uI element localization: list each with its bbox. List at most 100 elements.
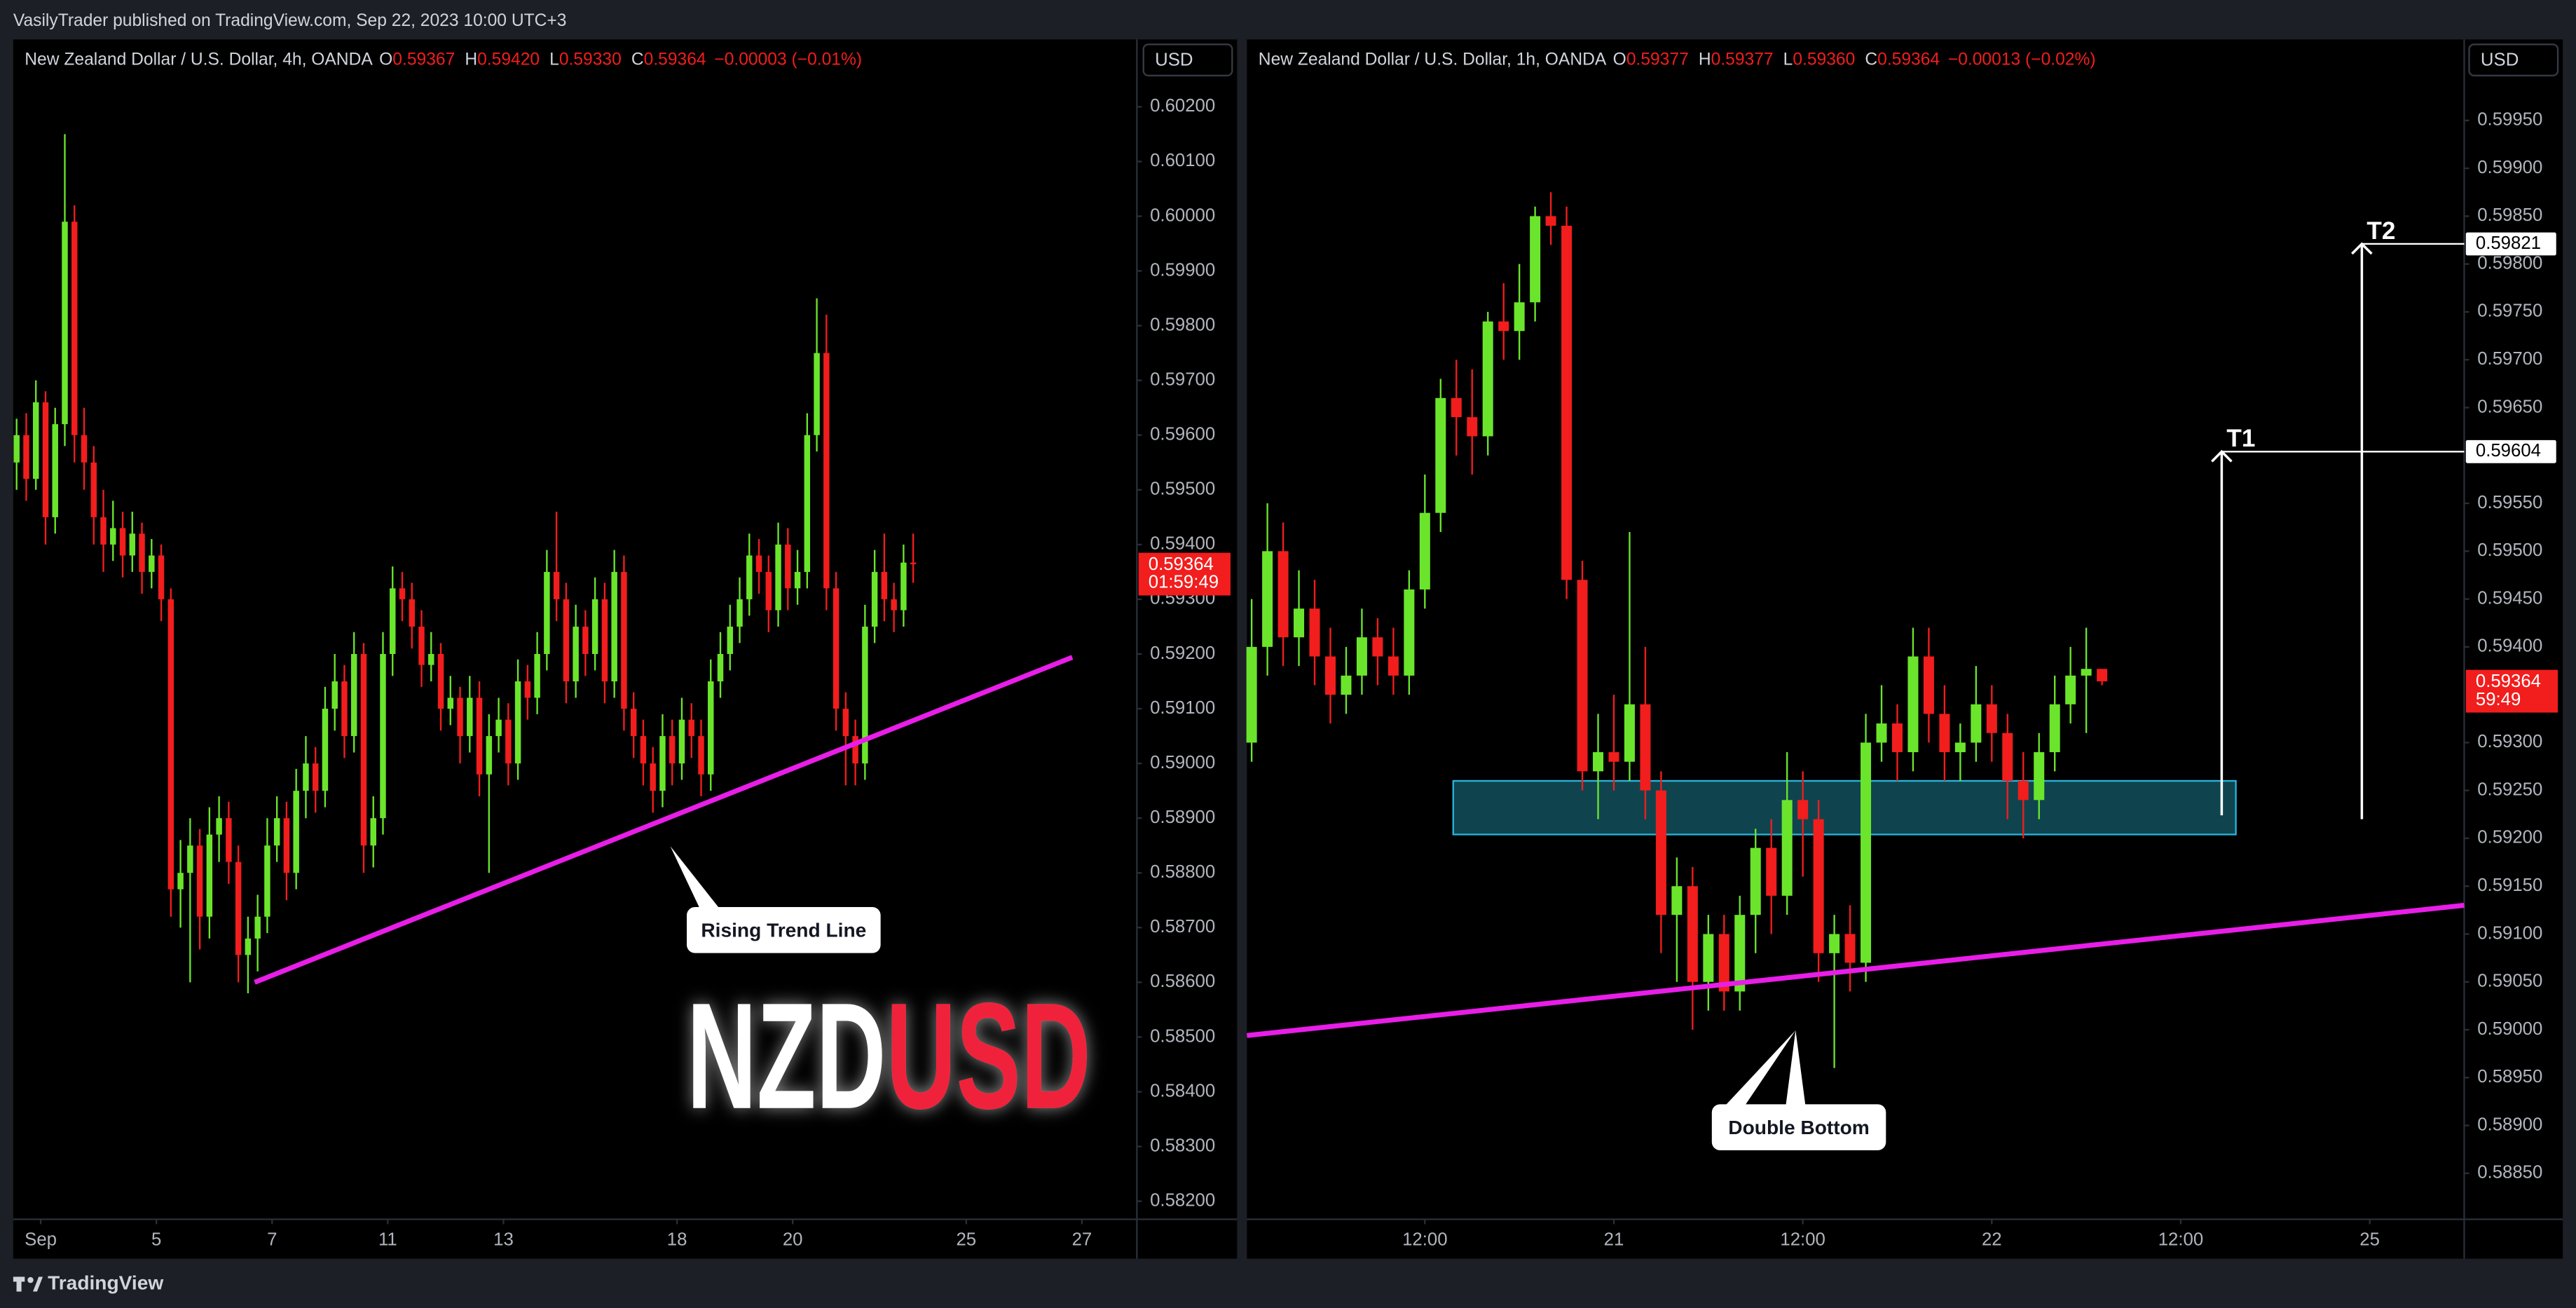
- candle-body: [23, 435, 29, 479]
- callout-pointer-fix: [1786, 1030, 1806, 1106]
- candle-body: [418, 626, 425, 665]
- candle-body: [129, 533, 136, 556]
- footer-brand: TradingView: [48, 1272, 163, 1293]
- currency-button: [1142, 43, 1233, 77]
- watermark-part: NZD: [687, 972, 886, 1140]
- candle-body: [852, 736, 858, 764]
- candle-body: [1766, 847, 1777, 896]
- candle-body: [293, 791, 299, 873]
- candle-body: [1467, 417, 1478, 437]
- candle-body: [1797, 800, 1809, 819]
- candle-body: [1561, 226, 1573, 580]
- candle-body: [467, 697, 473, 737]
- candle-body: [601, 599, 608, 682]
- candle-body: [1907, 656, 1919, 753]
- y-tick-label: 0.59800: [2477, 253, 2542, 273]
- candle-body: [650, 763, 656, 791]
- candle-body: [158, 555, 165, 599]
- candle-body: [1861, 742, 1872, 963]
- candle-body: [1671, 886, 1683, 915]
- candle-body: [1435, 397, 1446, 513]
- candle-body: [727, 626, 733, 654]
- candle-body: [264, 845, 270, 917]
- y-tick-label: 0.59400: [2477, 636, 2542, 656]
- candle-body: [794, 571, 801, 589]
- x-tick-label: 25: [2359, 1230, 2380, 1250]
- candle-body: [1750, 847, 1761, 915]
- x-tick-label: 12:00: [2158, 1230, 2203, 1250]
- candle-body: [621, 571, 627, 709]
- logo-part: [27, 1276, 34, 1283]
- y-tick-label: 0.59450: [2477, 588, 2542, 608]
- support-zone: [1452, 779, 2237, 836]
- candle-body: [100, 517, 107, 545]
- y-tick-label: 0.59850: [2477, 205, 2542, 225]
- candle-body: [216, 818, 222, 835]
- x-tick-label: 21: [1604, 1230, 1624, 1250]
- logo-part: [33, 1276, 43, 1292]
- candle-body: [447, 697, 454, 709]
- candle-body: [1294, 608, 1305, 638]
- candle-body: [814, 353, 820, 435]
- candle-body: [659, 736, 666, 791]
- candle-body: [437, 653, 444, 709]
- candle-body: [226, 818, 232, 862]
- legend-key: L: [1783, 50, 1793, 69]
- x-tick-label: 13: [493, 1230, 514, 1250]
- callout-box: [1711, 1104, 1886, 1150]
- candle-body: [1703, 934, 1714, 982]
- y-tick-label: 0.59600: [1150, 425, 1215, 444]
- legend-symbol: New Zealand Dollar / U.S. Dollar, 4h, OA…: [25, 50, 373, 69]
- candle-body: [871, 571, 878, 627]
- candle-body: [785, 544, 791, 589]
- chart-legend: New Zealand Dollar / U.S. Dollar, 1h, OA…: [1259, 50, 2096, 69]
- candle-body: [1781, 800, 1793, 896]
- candle-body: [1388, 656, 1399, 676]
- y-tick-label: 0.59300: [2477, 732, 2542, 751]
- candle-body: [1419, 512, 1430, 590]
- candle-body: [1876, 723, 1887, 743]
- y-tick-label: 0.58600: [1150, 972, 1215, 991]
- y-tick-label: 0.59950: [2477, 110, 2542, 130]
- candle-body: [52, 424, 58, 517]
- x-tick-label: 20: [783, 1230, 803, 1250]
- candle-body: [1971, 704, 1982, 743]
- candle-body: [640, 736, 647, 764]
- candle-body: [196, 845, 203, 917]
- candle-body: [370, 818, 376, 846]
- candle-body: [1545, 216, 1556, 226]
- candle-body: [891, 599, 897, 611]
- candle-body: [486, 736, 493, 775]
- candle-body: [331, 681, 338, 709]
- candle-body: [900, 562, 907, 611]
- candle-body: [524, 681, 531, 698]
- candle-body: [688, 719, 694, 737]
- watermark-part: USD: [886, 972, 1090, 1140]
- legend-key: O: [379, 50, 392, 69]
- candle-body: [746, 555, 753, 599]
- candle-body: [2017, 781, 2029, 801]
- legend-value: 0.59330: [559, 50, 622, 69]
- candle-body: [1655, 790, 1666, 915]
- callout-box: [687, 907, 881, 953]
- candle-body: [505, 719, 512, 764]
- last-price-countdown: 59:49: [2476, 690, 2521, 709]
- x-tick-label: 25: [956, 1230, 976, 1250]
- y-tick-label: 0.59650: [2477, 397, 2542, 416]
- candle-body: [2081, 669, 2092, 676]
- x-tick-label: 5: [151, 1230, 161, 1250]
- y-tick-label: 0.59000: [1150, 753, 1215, 772]
- candle-body: [409, 599, 415, 627]
- candle-body: [1687, 886, 1698, 982]
- candle-body: [573, 626, 579, 682]
- last-price-label: 0.59364: [1149, 554, 1214, 574]
- candle-body: [187, 845, 193, 873]
- x-tick-label: 22: [1982, 1230, 2002, 1250]
- candle-body: [1734, 915, 1746, 992]
- candle-body: [1624, 704, 1635, 762]
- legend-value: 0.59364: [644, 50, 706, 69]
- candle-body: [804, 435, 811, 572]
- tv-logo: [13, 1276, 43, 1292]
- candle-body: [110, 528, 116, 545]
